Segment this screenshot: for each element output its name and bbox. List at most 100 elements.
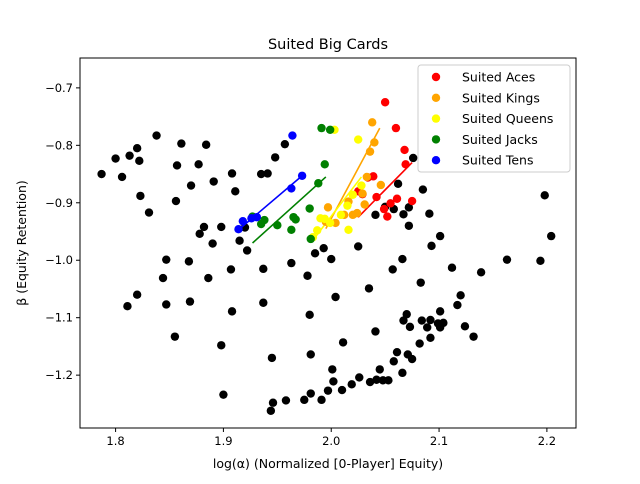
- data-point-other: [227, 169, 237, 178]
- data-point-aces: [379, 204, 389, 214]
- data-point-other: [536, 256, 545, 266]
- data-point-other: [132, 144, 142, 153]
- data-point-other: [399, 210, 408, 219]
- data-point-aces: [372, 192, 381, 202]
- data-point-queens: [313, 226, 322, 235]
- data-point-other: [227, 307, 237, 316]
- data-point-other: [270, 153, 280, 162]
- data-point-queens: [336, 210, 346, 220]
- data-point-other: [426, 315, 435, 325]
- data-point-other: [365, 377, 375, 387]
- x-axis: 1.8 1.9 2.0 2.1 2.2: [106, 428, 556, 448]
- data-point-tens: [297, 171, 307, 180]
- data-point-other: [371, 327, 380, 336]
- y-tick-label: −0.7: [45, 81, 73, 95]
- trend-line-jacks: [251, 176, 327, 244]
- data-point-queens: [348, 190, 357, 199]
- data-point-other: [404, 221, 414, 230]
- legend-marker-kings: [431, 93, 441, 103]
- data-point-tens: [288, 131, 297, 140]
- data-point-other: [402, 310, 411, 319]
- data-point-other: [184, 257, 194, 266]
- data-point-other: [392, 347, 402, 357]
- data-point-other: [185, 297, 195, 306]
- data-point-other: [317, 395, 326, 405]
- legend-label-tens: Suited Tens: [462, 153, 533, 168]
- data-point-other: [280, 139, 290, 149]
- data-point-other: [172, 161, 182, 170]
- data-point-other: [469, 332, 478, 341]
- data-point-jacks: [306, 234, 315, 244]
- legend-marker-queens: [431, 114, 441, 123]
- data-point-aces: [400, 145, 409, 155]
- data-point-other: [435, 307, 445, 316]
- data-point-tens: [287, 184, 296, 193]
- data-point-queens: [344, 225, 353, 234]
- data-point-other: [353, 242, 363, 251]
- data-point-aces: [369, 172, 378, 181]
- data-point-other: [111, 154, 120, 163]
- data-point-other: [306, 389, 315, 398]
- data-point-other: [135, 156, 144, 166]
- data-point-other: [267, 353, 277, 363]
- data-point-other: [208, 239, 217, 248]
- data-point-other: [305, 310, 314, 320]
- data-point-other: [435, 231, 445, 241]
- data-point-kings: [323, 203, 333, 212]
- data-point-kings: [365, 147, 375, 156]
- data-point-tens: [238, 216, 248, 226]
- data-point-other: [136, 191, 145, 201]
- data-point-other: [209, 177, 218, 186]
- data-point-kings: [376, 180, 386, 190]
- x-axis-label: log(α) (Normalized [0-Player] Equity): [213, 456, 443, 471]
- data-point-other: [306, 350, 315, 359]
- data-point-other: [217, 222, 226, 232]
- data-point-other: [338, 338, 348, 347]
- data-point-other: [408, 153, 418, 163]
- data-point-other: [300, 395, 309, 405]
- legend-box: [417, 64, 571, 173]
- data-point-other: [371, 210, 380, 220]
- data-point-other: [204, 273, 213, 283]
- data-point-other: [310, 249, 320, 258]
- data-point-other: [259, 298, 268, 307]
- data-point-other: [132, 290, 142, 299]
- data-point-jacks: [320, 160, 329, 169]
- data-point-other: [417, 316, 427, 325]
- legend-marker-tens: [431, 156, 441, 165]
- data-point-other: [152, 131, 161, 140]
- y-tick-label: −0.9: [45, 196, 73, 210]
- data-point-other: [399, 316, 408, 325]
- data-point-other: [266, 406, 276, 415]
- data-point-other: [384, 376, 393, 385]
- data-point-other: [405, 322, 415, 332]
- data-point-jacks: [273, 220, 282, 230]
- x-tick-label: 1.8: [106, 434, 124, 448]
- data-point-aces: [407, 196, 417, 206]
- data-point-other: [171, 196, 181, 206]
- data-point-kings: [360, 200, 369, 209]
- data-point-other: [199, 222, 209, 232]
- data-point-other: [323, 386, 333, 395]
- data-point-other: [201, 140, 211, 149]
- y-tick-label: −1.2: [45, 368, 73, 382]
- data-point-other: [281, 396, 291, 405]
- data-point-tens: [234, 225, 243, 234]
- trend-line-aces: [357, 162, 413, 218]
- data-point-other: [303, 271, 312, 280]
- data-point-other: [256, 169, 266, 179]
- data-point-other: [364, 284, 374, 293]
- data-point-other: [337, 385, 347, 395]
- data-point-other: [393, 179, 403, 189]
- data-point-other: [231, 187, 240, 196]
- data-point-other: [375, 365, 384, 374]
- data-point-kings: [362, 172, 372, 182]
- data-point-kings: [368, 118, 377, 127]
- data-point-other: [123, 301, 132, 311]
- data-point-other: [194, 160, 203, 169]
- data-point-other: [427, 241, 436, 251]
- y-tick-label: −1.0: [45, 253, 73, 267]
- chart-title: Suited Big Cards: [268, 37, 388, 53]
- data-point-other: [547, 231, 556, 241]
